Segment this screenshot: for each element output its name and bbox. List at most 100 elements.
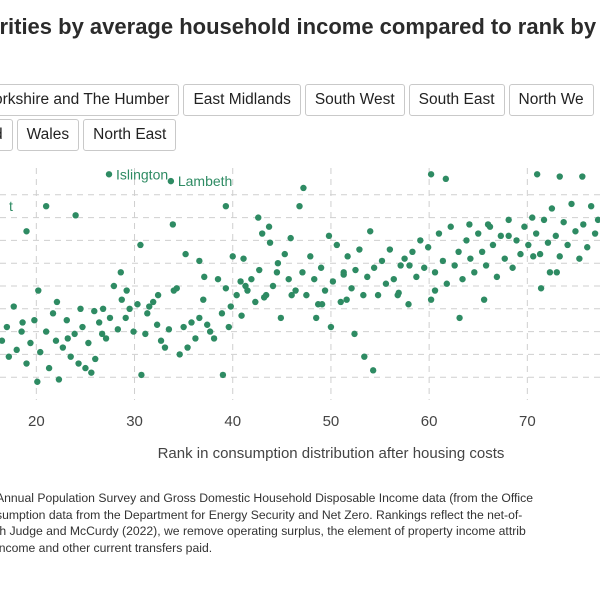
data-point[interactable] xyxy=(23,228,30,235)
data-point[interactable] xyxy=(493,273,501,281)
data-point[interactable] xyxy=(456,314,463,322)
data-point[interactable] xyxy=(329,278,337,285)
data-point[interactable] xyxy=(0,337,6,344)
filter-button-east-midlands[interactable]: East Midlands xyxy=(183,84,301,116)
data-point[interactable] xyxy=(180,323,187,331)
data-point[interactable] xyxy=(192,335,199,342)
data-point[interactable] xyxy=(587,203,595,210)
data-point[interactable] xyxy=(325,232,333,240)
filter-button-wales[interactable]: Wales xyxy=(16,119,80,151)
data-point[interactable] xyxy=(27,339,34,347)
data-point[interactable] xyxy=(214,275,222,283)
data-point[interactable] xyxy=(480,296,488,303)
data-point[interactable] xyxy=(466,221,473,228)
data-point[interactable] xyxy=(397,262,404,269)
data-point[interactable] xyxy=(390,275,397,283)
filter-button-yorkshire[interactable]: orkshire and The Humber xyxy=(0,84,180,116)
filter-button-north-west[interactable]: North We xyxy=(508,84,594,116)
data-point[interactable] xyxy=(157,337,165,344)
data-point[interactable] xyxy=(200,296,207,303)
data-point[interactable] xyxy=(281,250,288,258)
data-point[interactable] xyxy=(63,317,70,324)
data-point[interactable] xyxy=(386,246,394,253)
data-point[interactable] xyxy=(311,275,318,283)
data-point[interactable] xyxy=(451,262,458,269)
data-point[interactable] xyxy=(196,257,203,265)
data-point[interactable] xyxy=(225,323,233,331)
data-point[interactable] xyxy=(360,291,367,299)
data-point[interactable] xyxy=(252,298,259,306)
data-point[interactable] xyxy=(118,296,125,303)
data-point[interactable] xyxy=(505,232,512,240)
data-point[interactable] xyxy=(285,275,292,283)
data-point[interactable] xyxy=(49,310,57,317)
data-point[interactable] xyxy=(374,291,382,299)
data-point[interactable] xyxy=(273,269,281,276)
data-point[interactable] xyxy=(153,321,161,328)
data-point[interactable] xyxy=(546,269,554,276)
data-point[interactable] xyxy=(442,175,450,183)
data-point[interactable] xyxy=(591,230,599,237)
data-point[interactable] xyxy=(99,305,107,312)
data-point[interactable] xyxy=(501,255,508,262)
data-point[interactable] xyxy=(134,301,141,308)
data-point[interactable] xyxy=(435,230,443,237)
data-point[interactable] xyxy=(321,287,329,294)
data-point[interactable] xyxy=(144,310,151,317)
data-point[interactable] xyxy=(421,264,428,271)
data-point[interactable] xyxy=(333,241,341,249)
data-point[interactable] xyxy=(484,221,492,228)
data-point[interactable] xyxy=(229,253,236,260)
data-point[interactable] xyxy=(248,275,255,283)
data-point[interactable] xyxy=(478,248,486,255)
data-point[interactable] xyxy=(427,296,435,303)
data-point[interactable] xyxy=(137,241,144,249)
data-point[interactable] xyxy=(77,305,84,312)
data-point[interactable] xyxy=(106,314,114,322)
data-point[interactable] xyxy=(210,335,218,342)
data-point[interactable] xyxy=(405,301,412,308)
data-point[interactable] xyxy=(467,255,474,262)
data-point[interactable] xyxy=(240,255,247,262)
data-point[interactable] xyxy=(218,310,226,317)
data-point[interactable] xyxy=(343,296,350,303)
data-point[interactable] xyxy=(233,291,240,299)
data-point[interactable] xyxy=(102,335,110,342)
data-point[interactable] xyxy=(142,330,149,338)
data-point[interactable] xyxy=(114,326,122,333)
data-point[interactable] xyxy=(572,228,579,235)
data-point[interactable] xyxy=(55,376,63,383)
data-point[interactable] xyxy=(537,285,545,292)
data-point[interactable] xyxy=(443,280,451,287)
data-point[interactable] xyxy=(327,323,335,331)
filter-button-south-east[interactable]: South East xyxy=(408,84,505,116)
data-point[interactable] xyxy=(53,298,61,306)
data-point[interactable] xyxy=(313,314,320,322)
data-point[interactable] xyxy=(126,305,133,312)
data-point[interactable] xyxy=(88,369,95,376)
data-point[interactable] xyxy=(348,285,355,292)
data-point[interactable] xyxy=(529,214,536,221)
data-point[interactable] xyxy=(395,289,402,297)
data-point[interactable] xyxy=(31,317,38,324)
data-point[interactable] xyxy=(256,266,263,274)
data-point[interactable] xyxy=(292,287,299,294)
data-point[interactable] xyxy=(317,264,325,271)
data-point[interactable] xyxy=(42,203,50,210)
data-point[interactable] xyxy=(296,203,303,210)
data-point[interactable] xyxy=(37,348,44,356)
data-point[interactable] xyxy=(201,273,208,281)
data-point[interactable] xyxy=(556,253,563,260)
data-point[interactable] xyxy=(505,216,512,224)
data-point[interactable] xyxy=(122,314,129,322)
data-point[interactable] xyxy=(59,344,67,351)
data-point[interactable] xyxy=(530,253,537,260)
data-point[interactable] xyxy=(340,269,347,276)
data-point[interactable] xyxy=(367,228,374,235)
data-point[interactable] xyxy=(274,260,282,267)
filter-button-north-east[interactable]: North East xyxy=(83,119,177,151)
data-point[interactable] xyxy=(409,248,416,255)
data-point[interactable] xyxy=(521,223,528,230)
data-point[interactable] xyxy=(544,239,552,246)
data-point[interactable] xyxy=(196,314,203,322)
